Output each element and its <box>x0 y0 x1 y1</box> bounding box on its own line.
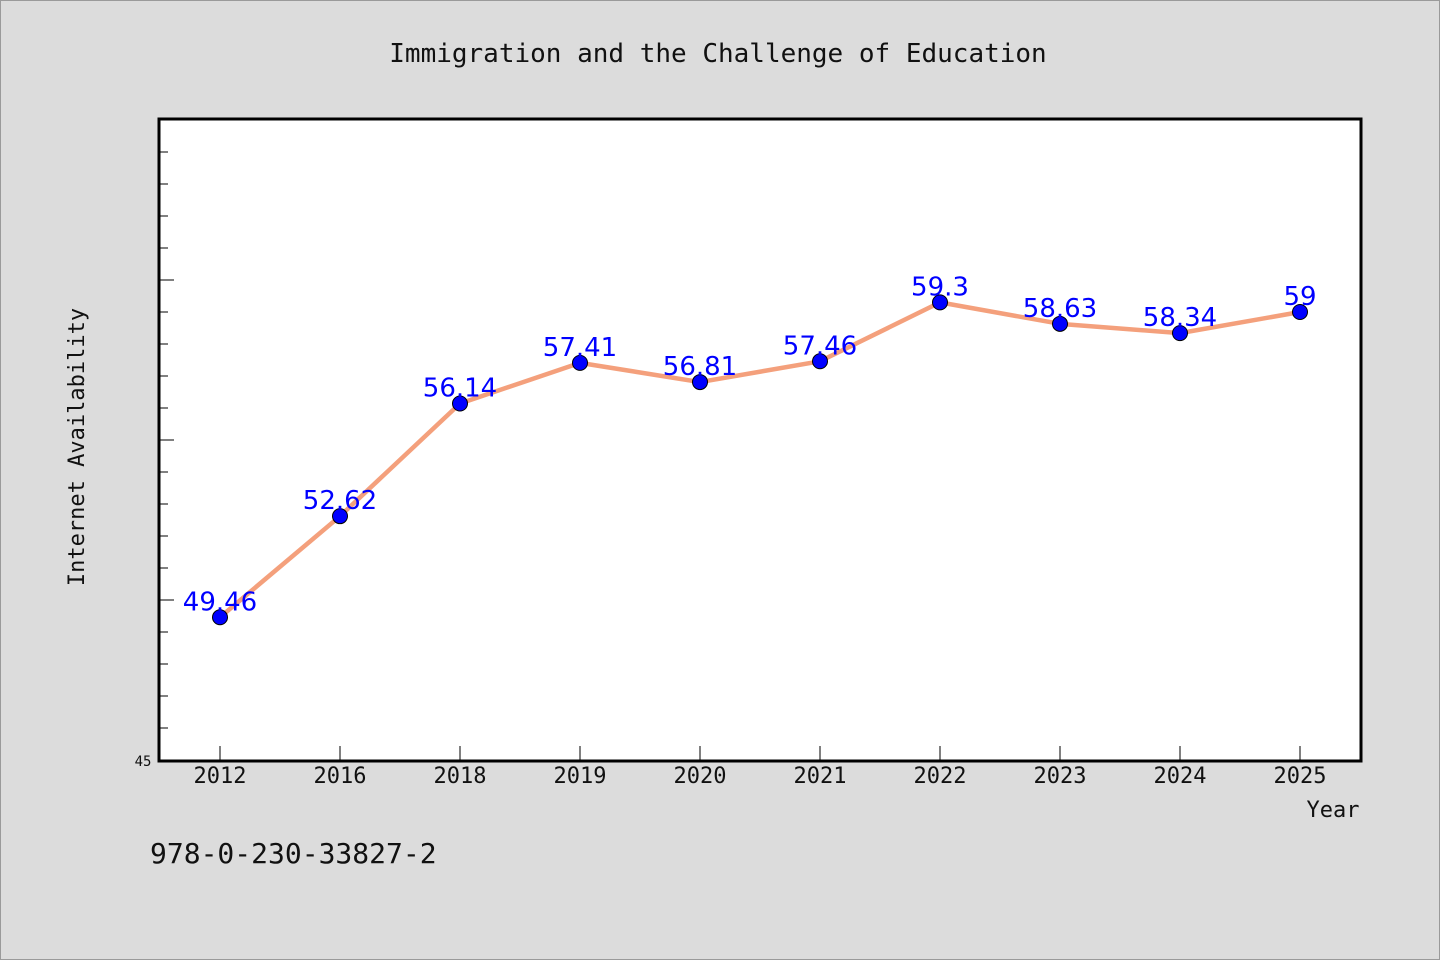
data-point-2016 <box>332 508 348 525</box>
x-tick-label-2024: 2024 <box>1154 764 1207 789</box>
x-tick-label-2020: 2020 <box>674 764 727 789</box>
x-axis-label: Year <box>1307 798 1360 823</box>
data-point-2020 <box>692 374 708 391</box>
plot-area <box>157 117 1363 763</box>
data-labels: 49.46 52.62 56.14 57.41 56.81 57.46 59.3 58.63 5… <box>183 272 1317 617</box>
data-label-2018: 56.14 <box>423 374 497 404</box>
data-point-2019 <box>572 354 588 371</box>
x-tick-label-2025: 2025 <box>1274 764 1327 789</box>
data-point-2023 <box>1052 315 1068 332</box>
y-axis-label: Internet Availability <box>65 308 90 586</box>
x-tick-label-2022: 2022 <box>914 764 967 789</box>
data-markers <box>212 294 1308 626</box>
data-point-2012 <box>212 609 228 626</box>
chart-title: Immigration and the Challenge of Educati… <box>389 39 1046 69</box>
series-line <box>217 300 1303 620</box>
x-tick-label-2012: 2012 <box>194 764 247 789</box>
isbn-footer-text: 978-0-230-33827-2 <box>150 837 437 870</box>
y-tick-label-45: 45 <box>135 754 152 770</box>
data-point-2021 <box>812 353 828 370</box>
data-point-2025 <box>1292 304 1308 320</box>
data-label-2019: 57.41 <box>543 333 617 363</box>
x-tick-label-2016: 2016 <box>314 764 367 789</box>
data-point-2022 <box>932 294 948 311</box>
x-tick-label-2021: 2021 <box>794 764 847 789</box>
data-label-2025: 59 <box>1283 282 1316 312</box>
data-point-2018 <box>452 395 468 412</box>
x-tick-labels: 2012 2016 2018 2019 2020 2021 2022 2023 2024 2025 <box>194 764 1327 789</box>
data-label-2020: 56.81 <box>663 352 737 382</box>
x-tick-label-2018: 2018 <box>434 764 487 789</box>
data-label-2023: 58.63 <box>1023 294 1097 324</box>
data-label-2012: 49.46 <box>183 587 257 617</box>
data-label-2021: 57.46 <box>783 331 857 361</box>
y-axis-ticks <box>160 151 174 729</box>
x-tick-label-2023: 2023 <box>1034 764 1087 789</box>
x-tick-label-2019: 2019 <box>554 764 607 789</box>
data-point-2024 <box>1172 325 1188 342</box>
data-label-2024: 58.34 <box>1143 303 1217 333</box>
data-label-2016: 52.62 <box>303 486 377 516</box>
data-label-2022: 59.3 <box>911 272 969 302</box>
x-axis-ticks <box>219 746 1301 760</box>
